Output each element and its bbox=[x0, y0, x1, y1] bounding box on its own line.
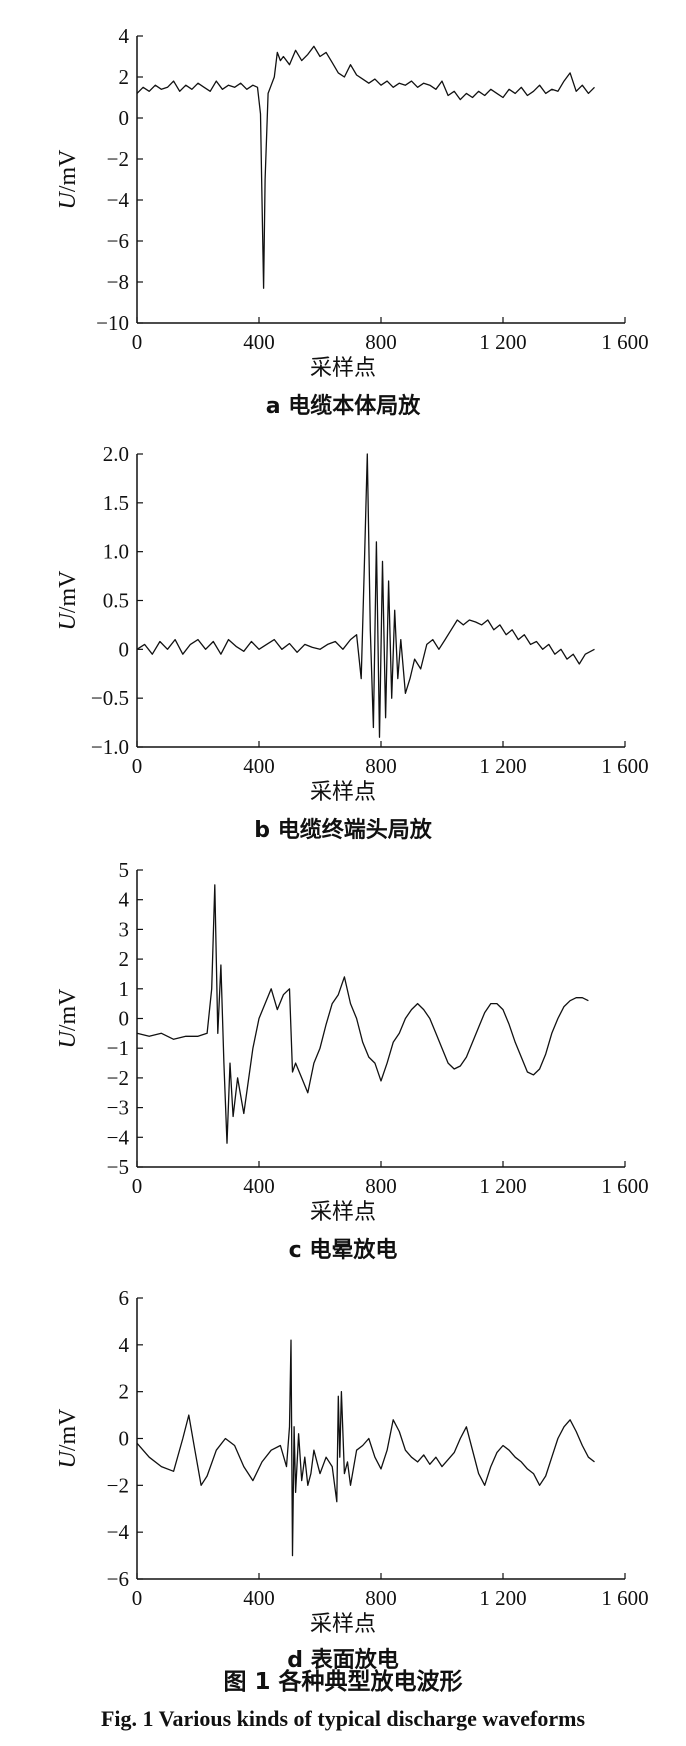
x-axis-title: 采样点 bbox=[309, 1612, 376, 1637]
y-tick-label: −6 bbox=[107, 1567, 129, 1591]
y-axis-title: U/mV bbox=[55, 1408, 81, 1469]
y-tick-label: −6 bbox=[107, 229, 129, 253]
y-tick-label: 2 bbox=[119, 947, 130, 971]
x-tick-label: 800 bbox=[365, 1586, 397, 1610]
y-tick-label: 1 bbox=[119, 977, 130, 1001]
y-axis-title: U/mV bbox=[55, 988, 81, 1049]
x-tick-label: 0 bbox=[132, 330, 143, 354]
x-tick-label: 0 bbox=[132, 1586, 143, 1610]
x-tick-label: 1 600 bbox=[601, 1174, 648, 1198]
y-tick-label: 1.5 bbox=[103, 491, 129, 515]
y-tick-label: 4 bbox=[119, 888, 130, 912]
y-tick-label: −0.5 bbox=[91, 686, 129, 710]
x-tick-label: 800 bbox=[365, 754, 397, 778]
y-tick-label: −10 bbox=[96, 311, 129, 335]
y-tick-label: 5 bbox=[119, 858, 130, 882]
x-tick-label: 800 bbox=[365, 1174, 397, 1198]
y-tick-label: −3 bbox=[107, 1096, 129, 1120]
subcaption-b: b 电缆终端头局放 bbox=[254, 818, 432, 843]
y-tick-label: 2.0 bbox=[103, 442, 129, 466]
x-tick-label: 1 600 bbox=[601, 1586, 648, 1610]
x-tick-label: 1 200 bbox=[479, 1174, 526, 1198]
y-tick-label: −4 bbox=[107, 188, 130, 212]
y-axis-title: U/mV bbox=[55, 149, 81, 210]
y-tick-label: −8 bbox=[107, 270, 129, 294]
subcaption-a: a 电缆本体局放 bbox=[265, 394, 421, 419]
x-tick-label: 400 bbox=[243, 1174, 275, 1198]
y-tick-label: 4 bbox=[119, 1333, 130, 1357]
y-tick-label: −1 bbox=[107, 1036, 129, 1060]
subcaption-d: d 表面放电 bbox=[287, 1648, 399, 1673]
x-tick-label: 1 200 bbox=[479, 754, 526, 778]
figure-caption-en: Fig. 1 Various kinds of typical discharg… bbox=[100, 1706, 586, 1731]
y-axis-title: U/mV bbox=[55, 570, 81, 631]
x-tick-label: 1 200 bbox=[479, 1586, 526, 1610]
x-tick-label: 1 200 bbox=[479, 330, 526, 354]
y-tick-label: 1.0 bbox=[103, 540, 129, 564]
x-tick-label: 800 bbox=[365, 330, 397, 354]
y-tick-label: 2 bbox=[119, 65, 130, 89]
y-tick-label: 0 bbox=[119, 637, 130, 661]
y-tick-label: 3 bbox=[119, 917, 130, 941]
chart-b-cable-terminal: 2.0 1.5 1.0 0.5 0 −0.5 −1.0 0 400 800 1 200 1 600 U/… bbox=[0, 404, 686, 843]
x-tick-label: 1 600 bbox=[601, 754, 648, 778]
y-tick-label: −5 bbox=[107, 1155, 129, 1179]
waveform-line bbox=[136, 1339, 595, 1557]
figure-caption-cn: 图 1 各种典型放电波形 bbox=[223, 1669, 463, 1695]
chart-a-cable-body: 4 2 0 −2 −4 −6 −8 −10 0 400 800 1 200 1 600 U/mV 采样点 … bbox=[0, 0, 686, 419]
x-tick-label: 400 bbox=[243, 330, 275, 354]
x-axis-title: 采样点 bbox=[309, 780, 376, 805]
x-tick-label: 0 bbox=[132, 754, 143, 778]
y-tick-label: −2 bbox=[107, 147, 129, 171]
y-tick-label: −2 bbox=[107, 1066, 129, 1090]
chart-c-corona: 5 4 3 2 1 0 −1 −2 −3 −4 −5 0 400 800 1 200 1 600 U/mV 采样… bbox=[0, 824, 686, 1263]
y-tick-label: 2 bbox=[119, 1380, 130, 1404]
y-tick-label: 0.5 bbox=[103, 589, 129, 613]
x-axis-title: 采样点 bbox=[309, 356, 376, 381]
y-tick-label: −1.0 bbox=[91, 735, 129, 759]
y-tick-label: 6 bbox=[119, 1286, 130, 1310]
waveform-line bbox=[136, 884, 589, 1144]
y-tick-label: 0 bbox=[119, 106, 130, 130]
y-tick-label: −2 bbox=[107, 1473, 129, 1497]
x-axis-title: 采样点 bbox=[309, 1200, 376, 1225]
chart-d-surface: 6 4 2 0 −2 −4 −6 0 400 800 1 200 1 600 U/mV 采样点 d 表面… bbox=[0, 1244, 686, 1673]
y-tick-label: 0 bbox=[119, 1427, 130, 1451]
x-tick-label: 400 bbox=[243, 754, 275, 778]
subcaption-c: c 电晕放电 bbox=[288, 1238, 398, 1263]
y-tick-label: 0 bbox=[119, 1007, 130, 1031]
waveform-line bbox=[136, 453, 595, 738]
x-tick-label: 400 bbox=[243, 1586, 275, 1610]
y-tick-label: −4 bbox=[107, 1520, 130, 1544]
y-tick-label: 4 bbox=[119, 24, 130, 48]
waveform-line bbox=[136, 45, 595, 289]
chart-b-plot: 2.01.51.00.50−0.5−1.00 400 800 1 200 1 600U/… bbox=[55, 442, 649, 778]
x-tick-label: 0 bbox=[132, 1174, 143, 1198]
x-tick-label: 1 600 bbox=[601, 330, 648, 354]
y-tick-label: −4 bbox=[107, 1125, 130, 1149]
